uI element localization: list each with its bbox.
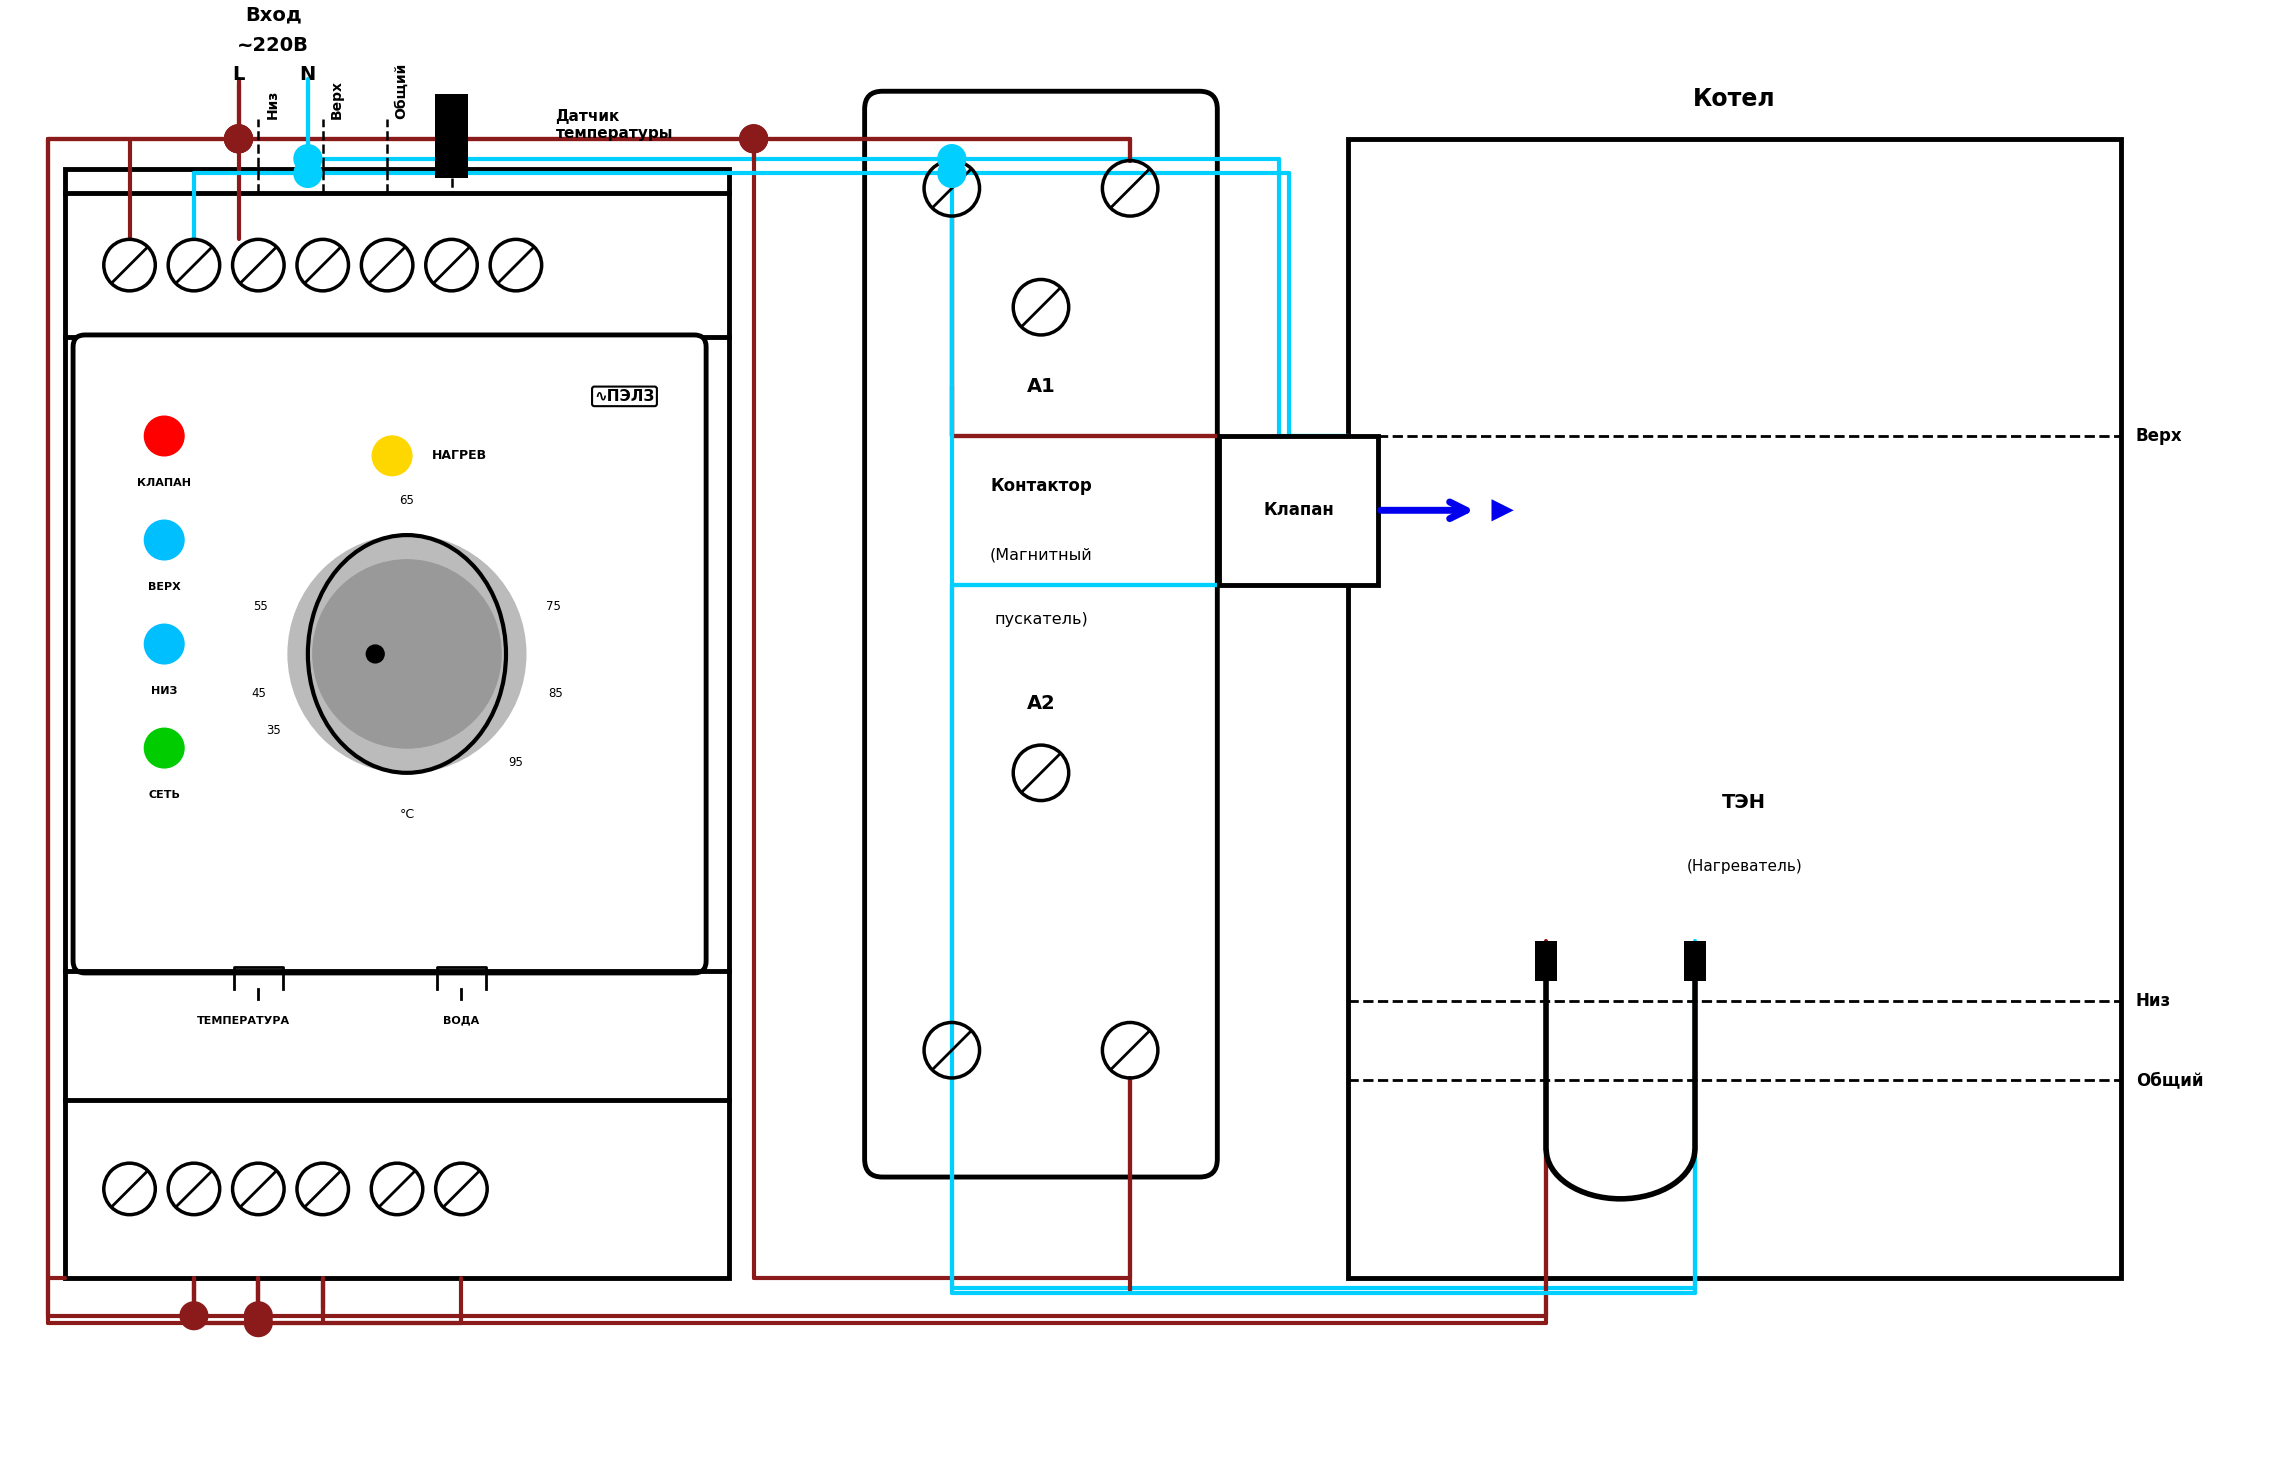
Text: °C: °C: [398, 808, 414, 821]
Circle shape: [144, 624, 183, 664]
Text: 35: 35: [266, 725, 282, 737]
Text: Общий: Общий: [2136, 1071, 2204, 1089]
Text: N: N: [300, 65, 316, 84]
Text: Вход: Вход: [245, 6, 302, 25]
Text: Контактор: Контактор: [991, 476, 1092, 494]
Text: 45: 45: [252, 688, 266, 700]
Bar: [1220, 436, 1378, 584]
Text: 95: 95: [508, 756, 522, 769]
Text: НАГРЕВ: НАГРЕВ: [433, 450, 488, 463]
Circle shape: [938, 160, 966, 188]
Text: Датчик
температуры: Датчик температуры: [556, 109, 673, 142]
Circle shape: [739, 124, 767, 152]
Text: 75: 75: [545, 600, 561, 612]
Text: Клапан: Клапан: [1264, 501, 1334, 519]
Text: Низ: Низ: [2136, 992, 2170, 1010]
Text: 55: 55: [254, 600, 268, 612]
Circle shape: [224, 124, 252, 152]
Bar: [1348, 139, 2122, 1278]
FancyBboxPatch shape: [865, 92, 1218, 1177]
Circle shape: [245, 1302, 272, 1330]
Text: Верх: Верх: [2136, 427, 2181, 445]
Circle shape: [245, 1309, 272, 1337]
Circle shape: [224, 124, 252, 152]
Circle shape: [314, 561, 501, 748]
Circle shape: [144, 728, 183, 768]
Text: Котел: Котел: [1694, 87, 1776, 111]
Text: СЕТЬ: СЕТЬ: [149, 790, 181, 800]
Circle shape: [288, 535, 526, 774]
Text: A2: A2: [1025, 694, 1055, 713]
Circle shape: [144, 416, 183, 456]
Bar: [64, 169, 728, 1278]
Text: Низ: Низ: [266, 90, 279, 118]
Circle shape: [181, 1302, 208, 1330]
Text: (Нагреватель): (Нагреватель): [1687, 859, 1801, 874]
Text: Общий: Общий: [394, 62, 407, 118]
Text: 65: 65: [401, 494, 414, 507]
Text: КЛАПАН: КЛАПАН: [137, 478, 192, 488]
Circle shape: [739, 124, 767, 152]
Bar: [435, 95, 469, 179]
Text: ТЕМПЕРАТУРА: ТЕМПЕРАТУРА: [197, 1016, 291, 1025]
Bar: [1536, 941, 1557, 981]
Text: (Магнитный: (Магнитный: [989, 547, 1092, 562]
Text: 85: 85: [547, 688, 563, 700]
Text: ТЭН: ТЭН: [1721, 793, 1767, 812]
Circle shape: [293, 160, 323, 188]
Text: L: L: [231, 65, 245, 84]
Circle shape: [224, 124, 252, 152]
Circle shape: [366, 645, 385, 663]
Text: ∿ПЭЛЗ: ∿ПЭЛЗ: [595, 389, 655, 404]
Text: ВОДА: ВОДА: [444, 1016, 481, 1025]
Circle shape: [938, 145, 966, 173]
FancyArrowPatch shape: [1380, 501, 1467, 519]
FancyBboxPatch shape: [73, 334, 705, 973]
Text: Верх: Верх: [330, 80, 343, 118]
Circle shape: [373, 436, 412, 476]
Text: НИЗ: НИЗ: [151, 686, 179, 695]
Circle shape: [144, 521, 183, 561]
Text: ~220В: ~220В: [238, 35, 309, 55]
Text: ВЕРХ: ВЕРХ: [149, 581, 181, 592]
Circle shape: [293, 145, 323, 173]
Text: пускатель): пускатель): [993, 612, 1087, 627]
Text: A1: A1: [1025, 377, 1055, 396]
Bar: [1685, 941, 1705, 981]
